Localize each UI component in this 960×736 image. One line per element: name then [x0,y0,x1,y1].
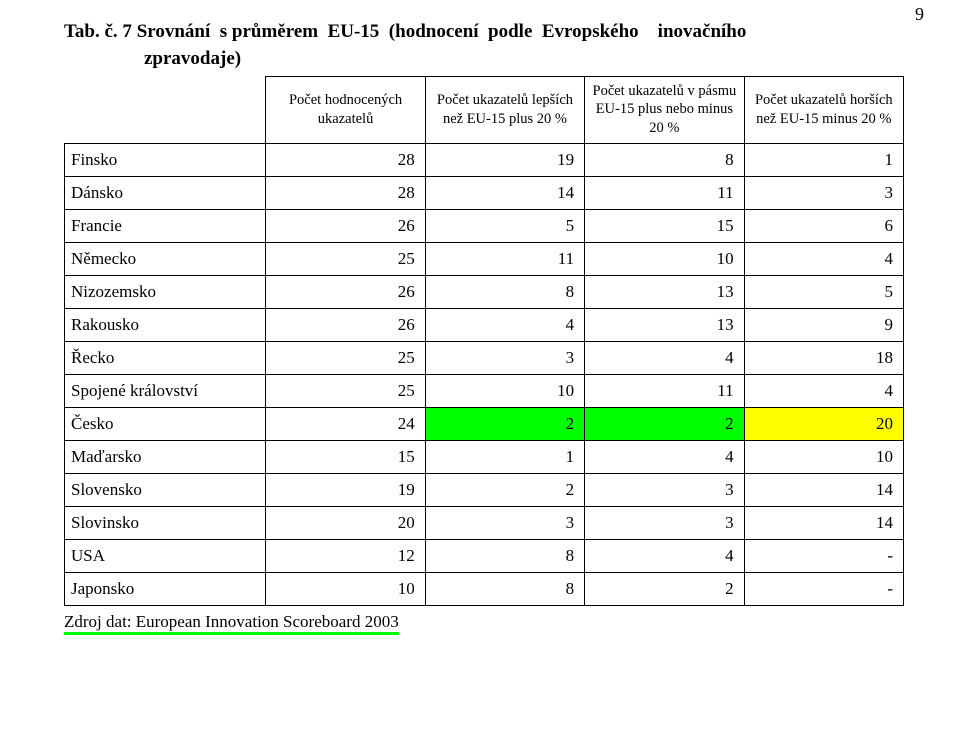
cell: - [744,572,903,605]
cell: 8 [425,275,584,308]
cell: 8 [585,143,744,176]
table-row: Francie265156 [65,209,904,242]
table-row: Řecko253418 [65,341,904,374]
cell: 9 [744,308,903,341]
page-number: 9 [915,4,924,25]
cell: 3 [585,473,744,506]
cell: 11 [585,374,744,407]
row-name: Francie [65,209,266,242]
table-row: Slovensko192314 [65,473,904,506]
cell: 25 [266,242,425,275]
cell: 14 [744,506,903,539]
cell: 24 [266,407,425,440]
cell: 5 [425,209,584,242]
cell: 26 [266,209,425,242]
table-row: Japonsko1082- [65,572,904,605]
cell: 28 [266,143,425,176]
row-name: Maďarsko [65,440,266,473]
cell: 2 [425,473,584,506]
cell: 2 [585,572,744,605]
cell: 13 [585,275,744,308]
cell: 18 [744,341,903,374]
row-name: Slovinsko [65,506,266,539]
table-caption-line2: zpravodaje) [144,48,904,70]
cell: 4 [425,308,584,341]
cell: 5 [744,275,903,308]
cell: 10 [744,440,903,473]
cell: 2 [585,407,744,440]
column-header-3: Počet ukazatelů horších než EU-15 minus … [744,76,903,143]
cell: 2 [425,407,584,440]
cell: 25 [266,374,425,407]
cell: 4 [585,341,744,374]
table-row: Německo2511104 [65,242,904,275]
row-name: USA [65,539,266,572]
cell: 15 [585,209,744,242]
table-caption-rest: Srovnání s průměrem EU-15 (hodnocení pod… [137,21,747,42]
cell: 14 [744,473,903,506]
row-name: Německo [65,242,266,275]
table-row: Maďarsko151410 [65,440,904,473]
cell: 13 [585,308,744,341]
cell: 28 [266,176,425,209]
row-name: Řecko [65,341,266,374]
cell: 26 [266,275,425,308]
cell: 19 [425,143,584,176]
cell: 1 [425,440,584,473]
cell: 8 [425,539,584,572]
cell: 19 [266,473,425,506]
cell: - [744,539,903,572]
cell: 12 [266,539,425,572]
source-line: Zdroj dat: European Innovation Scoreboar… [64,612,904,632]
cell: 15 [266,440,425,473]
table-row: Slovinsko203314 [65,506,904,539]
cell: 1 [744,143,903,176]
cell: 26 [266,308,425,341]
row-name: Japonsko [65,572,266,605]
cell: 4 [585,440,744,473]
cell: 6 [744,209,903,242]
table-row: Finsko281981 [65,143,904,176]
cell: 20 [744,407,903,440]
cell: 3 [744,176,903,209]
row-name: Rakousko [65,308,266,341]
table-caption-line1: Tab. č. 7 Srovnání s průměrem EU-15 (hod… [64,18,904,46]
column-header-0: Počet hodnocených ukazatelů [266,76,425,143]
comparison-table: Počet hodnocených ukazatelůPočet ukazate… [64,76,904,606]
cell: 3 [585,506,744,539]
cell: 8 [425,572,584,605]
row-name: Nizozemsko [65,275,266,308]
cell: 14 [425,176,584,209]
cell: 3 [425,341,584,374]
cell: 10 [266,572,425,605]
cell: 3 [425,506,584,539]
table-row: USA1284- [65,539,904,572]
column-header-2: Počet ukazatelů v pásmu EU-15 plus nebo … [585,76,744,143]
source-text: Zdroj dat: European Innovation Scoreboar… [64,612,399,635]
cell: 10 [585,242,744,275]
row-name: Finsko [65,143,266,176]
table-row: Dánsko2814113 [65,176,904,209]
cell: 11 [585,176,744,209]
cell: 10 [425,374,584,407]
cell: 20 [266,506,425,539]
column-header-1: Počet ukazatelů lepších než EU-15 plus 2… [425,76,584,143]
table-row: Česko242220 [65,407,904,440]
row-name: Dánsko [65,176,266,209]
cell: 11 [425,242,584,275]
table-caption-label: Tab. č. 7 [64,21,132,42]
header-empty [65,76,266,143]
table-row: Nizozemsko268135 [65,275,904,308]
table-row: Spojené království2510114 [65,374,904,407]
row-name: Slovensko [65,473,266,506]
row-name: Česko [65,407,266,440]
cell: 4 [585,539,744,572]
cell: 4 [744,374,903,407]
table-row: Rakousko264139 [65,308,904,341]
cell: 4 [744,242,903,275]
cell: 25 [266,341,425,374]
row-name: Spojené království [65,374,266,407]
